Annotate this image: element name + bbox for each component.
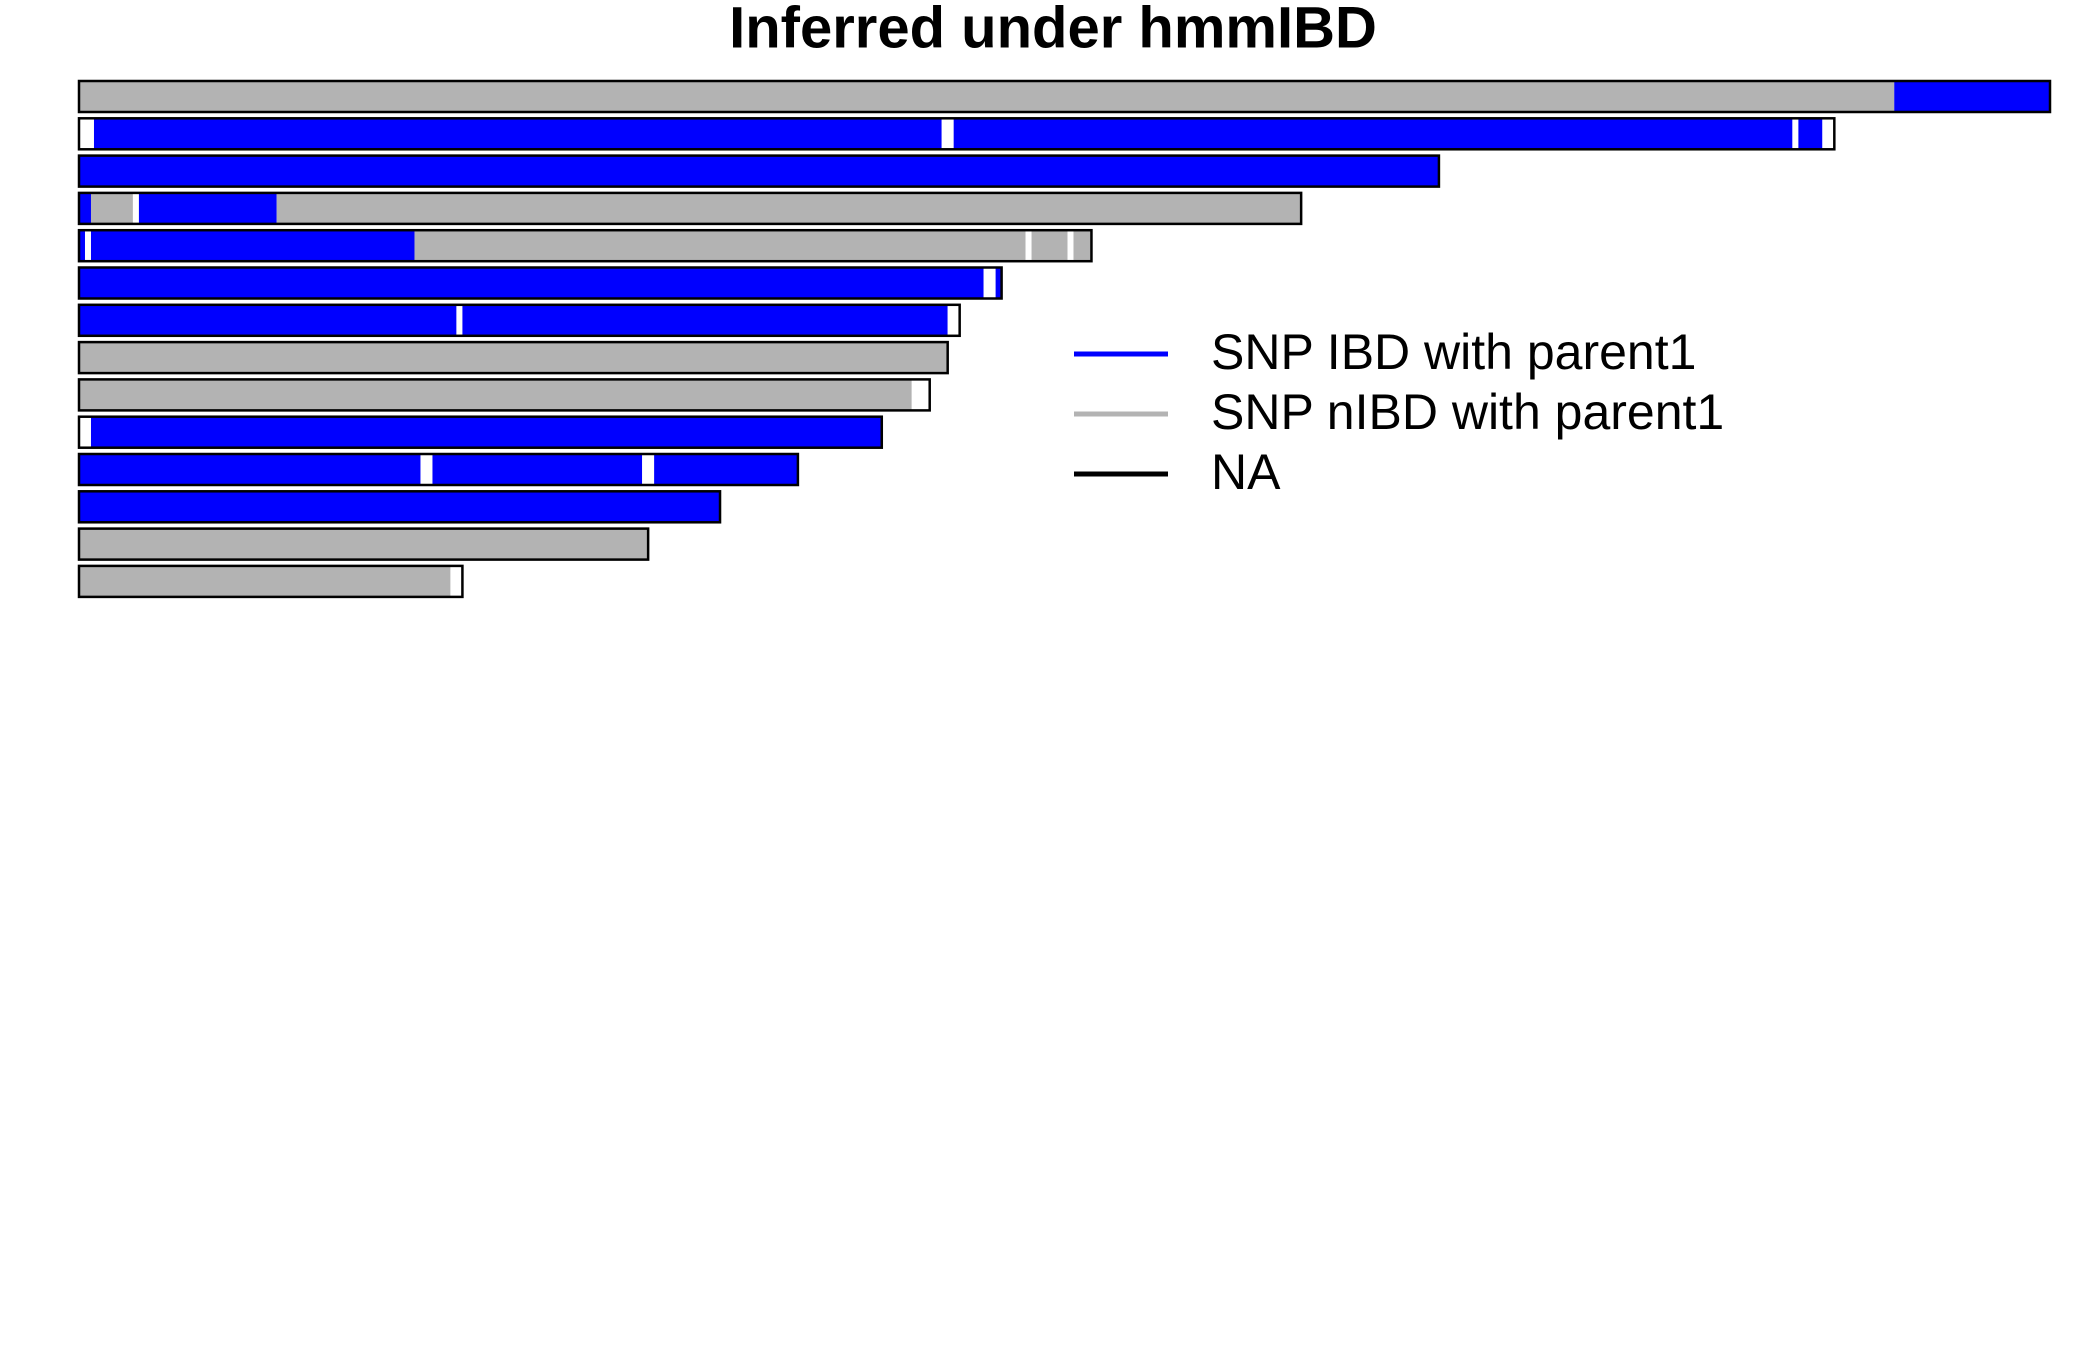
segment [79, 118, 94, 150]
segment [1067, 230, 1074, 262]
segment [911, 379, 930, 411]
segment [90, 230, 415, 262]
chromosome-outline [77, 266, 1003, 300]
segment [1031, 230, 1068, 262]
segment [983, 267, 996, 299]
segment [79, 454, 421, 485]
segment [1798, 118, 1823, 150]
chromosome-outline [77, 154, 1441, 188]
chromosome-outline [77, 564, 464, 599]
chromosome-outline [77, 79, 2052, 114]
segment [79, 565, 451, 597]
chromosome-outline [77, 303, 961, 338]
segment [132, 192, 139, 224]
segment [79, 192, 91, 224]
segment [953, 118, 1793, 150]
chromosome-outline [77, 527, 650, 561]
segment [90, 416, 882, 448]
legend-label: NA [1211, 444, 1281, 500]
chromosome-outline [77, 117, 1836, 151]
legend-label: SNP nIBD with parent1 [1211, 384, 1724, 440]
segment [1792, 118, 1799, 150]
segment [276, 192, 1302, 224]
chromosome-outline [77, 415, 884, 449]
segment [1073, 230, 1092, 262]
segment [79, 304, 457, 336]
segment [138, 192, 277, 224]
segment [79, 416, 91, 448]
segment [79, 267, 984, 299]
chromosome-outline [77, 490, 722, 524]
segment [1822, 118, 1835, 150]
segment [79, 379, 912, 411]
segment [90, 192, 133, 224]
segment [79, 230, 85, 262]
segment [456, 304, 463, 336]
legend-label: SNP IBD with parent1 [1211, 324, 1696, 380]
segment [995, 267, 1002, 299]
segment [79, 81, 1895, 112]
chromosome-outline [77, 378, 931, 412]
segment [462, 304, 948, 336]
segment [79, 155, 1439, 187]
segment [420, 454, 433, 485]
segment [1894, 81, 2050, 112]
segment [1025, 230, 1032, 262]
segment [79, 491, 721, 523]
segment [941, 118, 954, 150]
chromosome-outline [77, 228, 1093, 263]
segment [654, 454, 798, 485]
chromosome-outline [77, 191, 1303, 226]
segment [450, 565, 463, 597]
segment [414, 230, 1026, 262]
segment [947, 304, 960, 336]
chromosome-outline [77, 340, 949, 375]
segment [93, 118, 942, 150]
chromosome-outline [77, 452, 800, 487]
chart-title: Inferred under hmmIBD [729, 0, 1377, 60]
segment [79, 342, 948, 374]
segment [642, 454, 655, 485]
segment [79, 528, 649, 560]
segment [432, 454, 643, 485]
segment [84, 230, 91, 262]
